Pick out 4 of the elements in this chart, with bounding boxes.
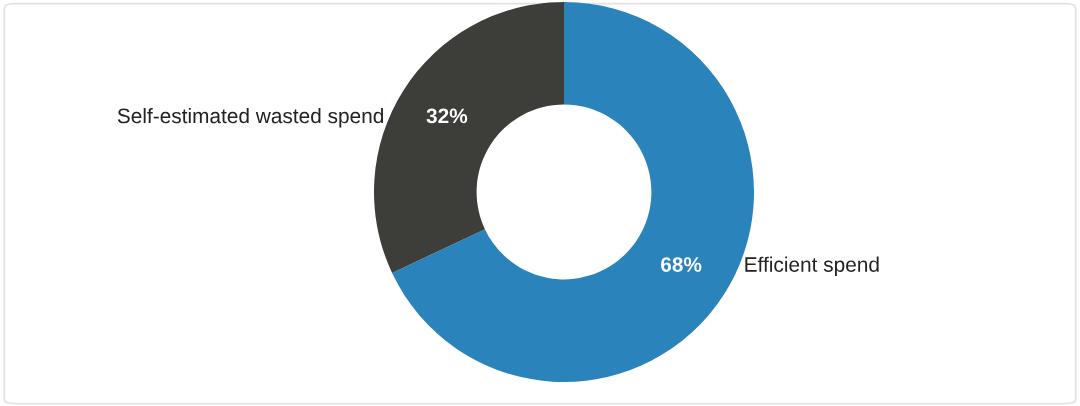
data-label: 32% — [426, 108, 468, 124]
slice-label: Self-estimated wasted spend — [117, 107, 383, 128]
data-label: 68% — [661, 257, 702, 272]
slice-label: Efficient spend — [745, 256, 879, 277]
